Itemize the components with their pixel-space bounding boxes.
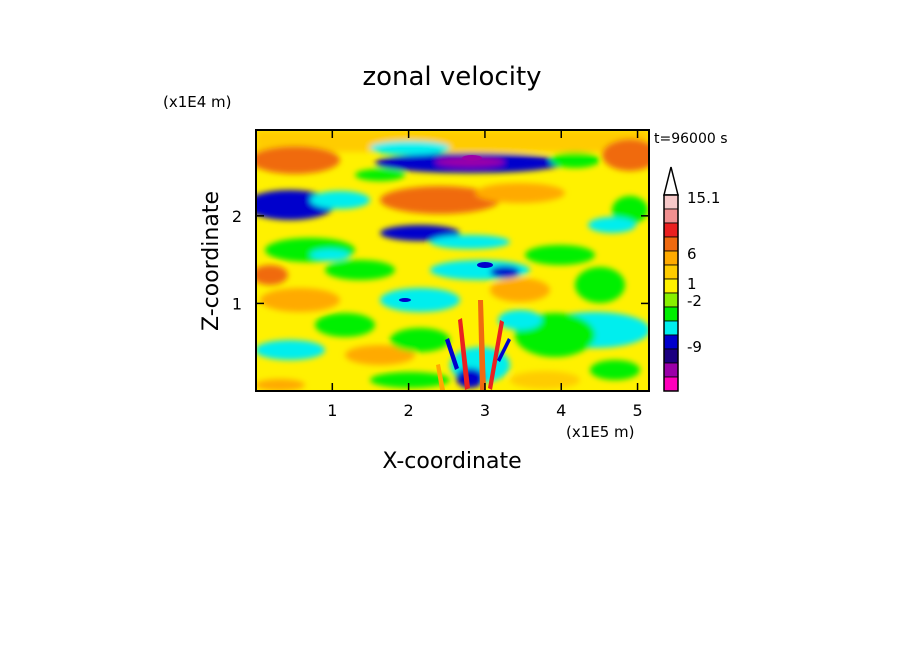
colorbar-swatch [663, 222, 679, 238]
chart-title: zonal velocity [362, 62, 541, 92]
y-axis: 12 [232, 207, 649, 313]
plot-frame [255, 129, 650, 392]
colorbar-swatch [663, 292, 679, 308]
field-blob [588, 217, 636, 233]
field-blob [325, 260, 395, 280]
field-blob [498, 310, 542, 330]
colorbar-swatch [663, 306, 679, 322]
field-blob [310, 249, 350, 261]
field-blob [370, 141, 450, 155]
field-blob [315, 313, 375, 337]
colorbar-swatch [663, 194, 679, 210]
colorbar-label: 1 [687, 275, 697, 293]
field-blob [435, 157, 505, 167]
x-tick-label: 2 [404, 401, 414, 420]
field-band [256, 130, 649, 152]
field-blob [345, 345, 415, 365]
colorbar-label: 15.1 [687, 189, 720, 207]
field-blob [490, 278, 550, 302]
field-blob [430, 235, 510, 249]
field-blob [355, 169, 405, 181]
field-blob [380, 288, 460, 312]
field-streak [497, 338, 511, 362]
colorbar-label: 6 [687, 245, 697, 263]
colorbar-frame [663, 194, 679, 392]
colorbar-swatch [663, 208, 679, 224]
field-blob [475, 183, 565, 203]
field-blob [602, 139, 649, 171]
x-axis: 1 2 3 4 5 [327, 130, 643, 420]
field-spot [462, 155, 482, 161]
colorbar-swatch [663, 376, 679, 392]
field-streak [478, 300, 486, 390]
field-blob [590, 360, 640, 380]
field-blob [510, 371, 580, 389]
x-tick-label: 3 [480, 401, 490, 420]
field-blob [490, 266, 520, 278]
field-blob [260, 288, 340, 312]
colorbar-swatch [663, 236, 679, 252]
field-blob [256, 340, 325, 360]
colorbar-swatch [663, 334, 679, 350]
field-streak [488, 320, 504, 390]
colorbar-label: -2 [687, 292, 702, 310]
y-tick-label: 1 [232, 294, 242, 313]
y-unit-label: (x1E4 m) [163, 93, 232, 111]
field-streak [445, 338, 459, 370]
field-blob [380, 225, 460, 241]
colorbar-swatch [663, 320, 679, 336]
field-blob [456, 368, 484, 388]
y-axis-title: Z-coordinate [199, 191, 224, 331]
colorbar-swatch [663, 348, 679, 364]
colorbar-swatch [663, 362, 679, 378]
field-blob [256, 379, 305, 391]
field-streak [458, 318, 470, 390]
colorbar-label: -9 [687, 338, 702, 356]
field-blob [575, 267, 625, 303]
colorbar-extend-arrow [663, 166, 679, 196]
field-blob [256, 265, 288, 285]
field-blob [390, 328, 450, 352]
field-blob [550, 152, 600, 168]
colorbar-swatch [663, 264, 679, 280]
x-tick-label: 1 [327, 401, 337, 420]
field-streaks [399, 155, 511, 390]
field-spot [399, 298, 411, 302]
x-unit-label: (x1E5 m) [566, 423, 635, 441]
x-tick-label: 4 [556, 401, 566, 420]
x-axis-title: X-coordinate [382, 449, 521, 474]
colorbar-swatch [663, 278, 679, 294]
velocity-field [256, 130, 649, 391]
field-spot [477, 262, 493, 268]
field-blob [310, 191, 370, 209]
field-blob [612, 196, 648, 224]
field-blob [525, 245, 595, 265]
time-label: t=96000 s [654, 131, 728, 147]
field-blob [256, 146, 340, 174]
x-tick-label: 5 [632, 401, 642, 420]
field-blob [370, 372, 450, 388]
field-streak [436, 364, 445, 390]
field-blob [380, 186, 500, 214]
y-tick-label: 2 [232, 207, 242, 226]
colorbar-swatch [663, 250, 679, 266]
colorbar: 15.1 6 1-2 -9 [663, 166, 720, 392]
